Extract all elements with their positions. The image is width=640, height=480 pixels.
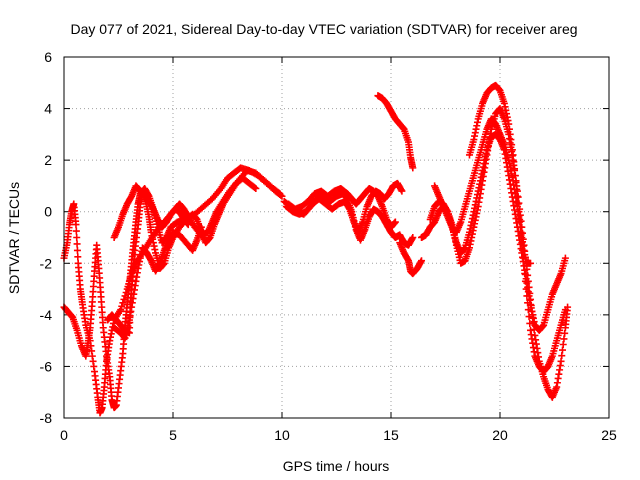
data-point — [391, 218, 399, 226]
data-point — [521, 277, 529, 285]
series-trace-8 — [285, 185, 399, 231]
y-tick-label: -4 — [40, 307, 53, 323]
data-point — [519, 246, 527, 254]
data-point — [515, 208, 523, 216]
series-trace-5 — [110, 182, 192, 241]
data-point — [511, 165, 519, 173]
data-point — [277, 191, 285, 199]
data-point — [73, 240, 81, 248]
data-point — [524, 306, 532, 314]
axis-ticks: 0 5 10 15 20 25 -8 -6 -4 -2 0 2 4 6 — [40, 49, 617, 443]
data-point — [524, 299, 532, 307]
y-tick-label: -2 — [40, 255, 53, 271]
grid-lines — [64, 57, 609, 418]
data-point — [513, 192, 521, 200]
data-point — [119, 299, 127, 307]
data-point — [118, 302, 126, 310]
series-trace-1 — [60, 166, 284, 417]
y-tick-label: -8 — [40, 410, 53, 426]
data-point — [509, 151, 517, 159]
plot-frame — [63, 56, 610, 419]
data-point — [520, 262, 528, 270]
data-point — [527, 259, 535, 267]
data-point — [517, 231, 525, 239]
data-point — [511, 172, 519, 180]
x-axis-label: GPS time / hours — [283, 458, 390, 474]
data-point — [514, 200, 522, 208]
data-point — [530, 325, 538, 333]
y-tick-label: 2 — [44, 152, 52, 168]
data-point — [561, 254, 569, 262]
data-point — [251, 184, 259, 192]
data-point — [120, 295, 128, 303]
series-trace-2 — [60, 164, 286, 412]
series-trace-7 — [282, 179, 406, 236]
y-tick-label: -6 — [40, 358, 53, 374]
data-point — [197, 223, 205, 231]
data-point — [518, 239, 526, 247]
data-point — [73, 234, 81, 241]
data-point — [252, 185, 260, 193]
data-point — [117, 306, 125, 314]
data-point — [409, 164, 417, 172]
data-point — [398, 187, 406, 195]
x-tick-label: 5 — [169, 427, 177, 443]
data-point — [510, 158, 518, 166]
data-point — [72, 221, 80, 229]
series-trace-4 — [110, 223, 205, 342]
data-point — [72, 227, 80, 235]
data-point — [516, 215, 524, 223]
data-point — [526, 319, 534, 327]
y-tick-label: 0 — [44, 204, 52, 220]
y-tick-label: 4 — [44, 101, 52, 117]
series-trace-10 — [396, 239, 426, 278]
series-trace-13 — [431, 115, 535, 267]
data-point — [516, 223, 524, 231]
data-point — [527, 301, 535, 309]
x-tick-label: 15 — [383, 427, 399, 443]
data-point — [522, 285, 530, 293]
data-point — [74, 253, 82, 261]
data-point — [184, 221, 192, 229]
data-point — [525, 313, 533, 321]
x-tick-label: 0 — [60, 427, 68, 443]
data-point — [73, 246, 81, 254]
x-tick-label: 25 — [601, 427, 617, 443]
data-point — [529, 313, 537, 321]
data-point — [521, 270, 529, 278]
y-tick-label: 6 — [44, 49, 52, 65]
data-point — [561, 306, 569, 314]
x-tick-label: 20 — [492, 427, 508, 443]
data-point — [418, 257, 426, 265]
series-trace-9 — [374, 92, 417, 172]
y-axis-label: SDTVAR / TECUs — [6, 182, 22, 294]
chart-title: Day 077 of 2021, Sidereal Day-to-day VTE… — [70, 21, 577, 37]
data-markers — [60, 81, 572, 417]
x-tick-label: 10 — [274, 427, 290, 443]
data-point — [512, 178, 520, 186]
data-point — [519, 254, 527, 262]
data-point — [523, 292, 531, 300]
data-point — [528, 307, 536, 315]
data-point — [278, 192, 286, 200]
data-point — [513, 185, 521, 193]
data-point — [409, 234, 417, 241]
series-trace-14 — [465, 81, 569, 376]
